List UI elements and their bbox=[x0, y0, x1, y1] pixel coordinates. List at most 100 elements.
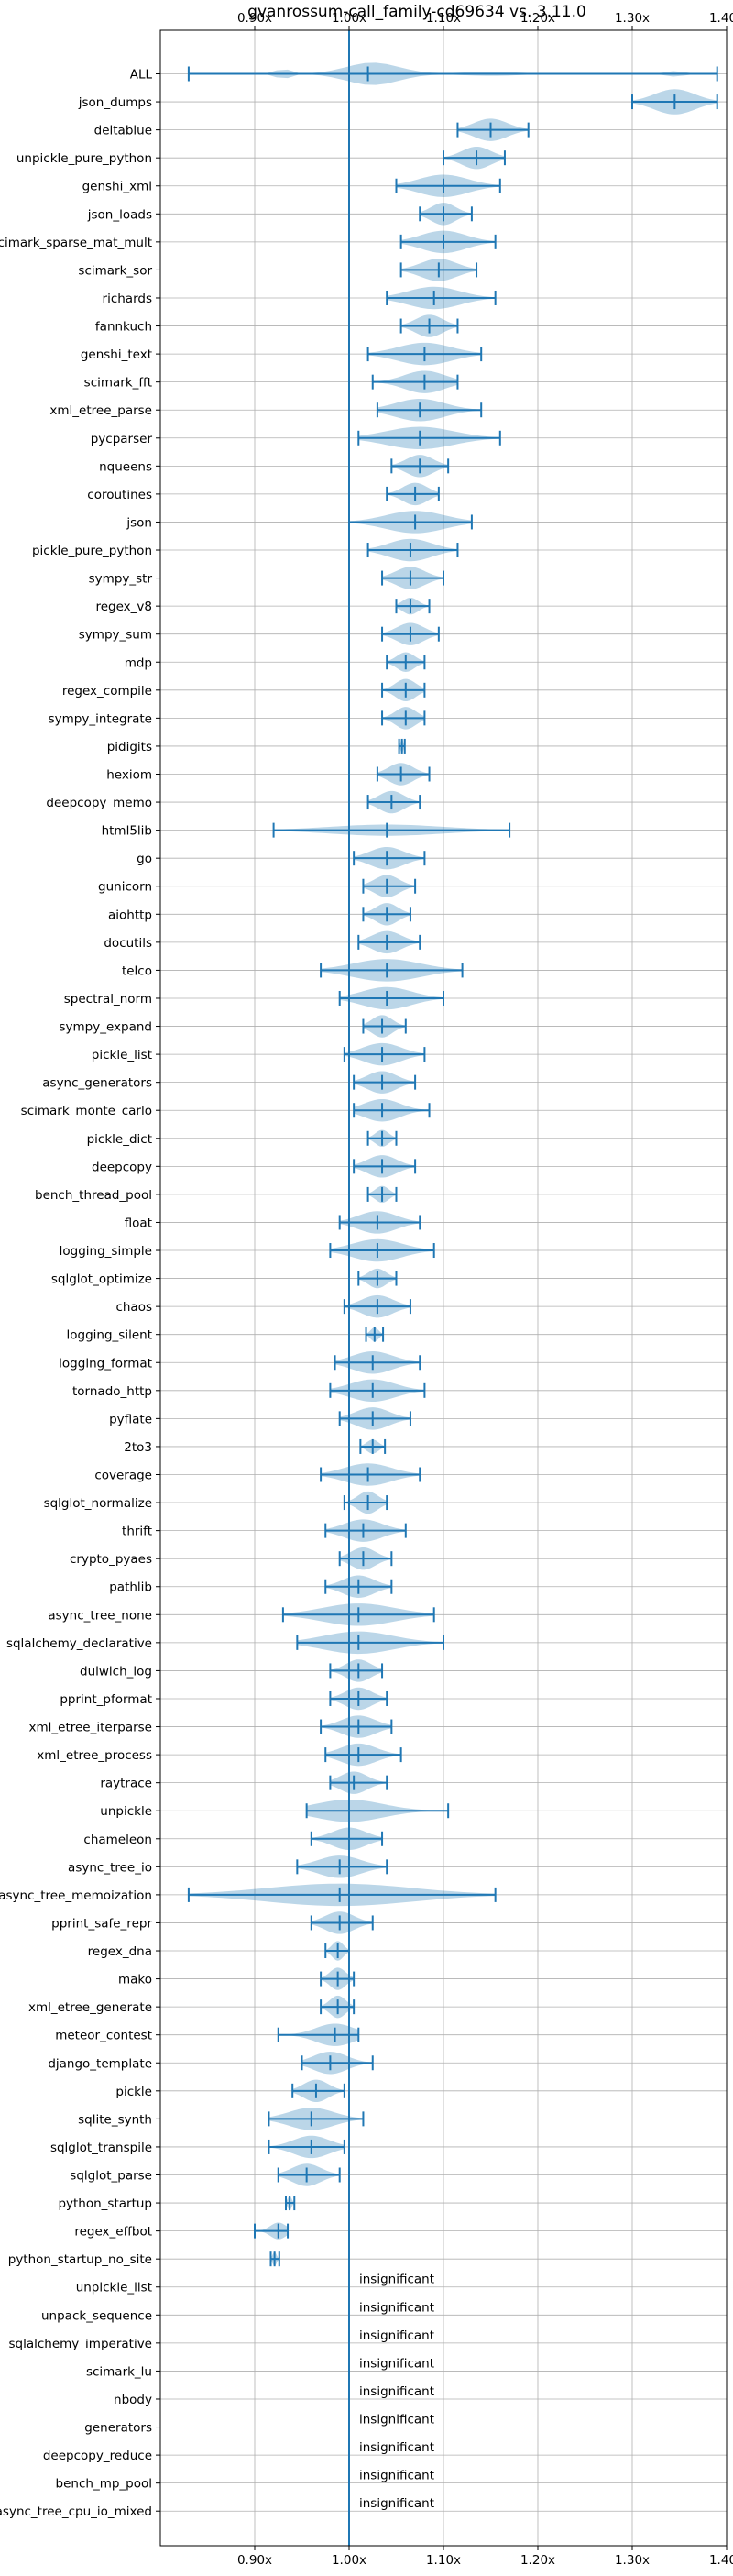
benchmark-label-unpickle-pure-python: unpickle_pure_python bbox=[16, 151, 152, 166]
benchmark-label-json: json bbox=[126, 515, 152, 530]
whisker-scimark-sor bbox=[399, 262, 478, 278]
whisker-regex-effbot bbox=[254, 2223, 290, 2239]
benchmark-label-gunicorn: gunicorn bbox=[98, 880, 152, 895]
benchmark-label-go: go bbox=[137, 852, 152, 866]
benchmark-label-sympy-expand: sympy_expand bbox=[59, 1020, 152, 1035]
chart-title: gvanrossum-call_family-cd69634 vs. 3.11.… bbox=[247, 3, 586, 21]
whisker-scimark-monte-carlo bbox=[353, 1103, 431, 1118]
benchmark-label-coverage: coverage bbox=[94, 1469, 152, 1483]
benchmark-label-mako: mako bbox=[118, 1973, 152, 1987]
benchmark-label-regex-compile: regex_compile bbox=[62, 684, 152, 699]
whisker-chameleon bbox=[310, 1831, 384, 1846]
benchmark-label-chameleon: chameleon bbox=[83, 1833, 152, 1847]
benchmark-label-all: ALL bbox=[130, 68, 153, 83]
whisker-unpickle bbox=[305, 1803, 450, 1819]
benchmark-label-unpickle: unpickle bbox=[100, 1804, 152, 1819]
whisker-json bbox=[348, 514, 473, 530]
benchmark-label-sqlglot-parse: sqlglot_parse bbox=[70, 2169, 152, 2184]
whisker-pprint-pformat bbox=[329, 1690, 388, 1706]
benchmark-label-sympy-integrate: sympy_integrate bbox=[49, 711, 152, 726]
benchmark-label-regex-v8: regex_v8 bbox=[95, 600, 152, 614]
benchmark-label-pickle-dict: pickle_dict bbox=[87, 1132, 152, 1147]
whisker-json-loads bbox=[419, 206, 473, 222]
whisker-pidigits bbox=[398, 738, 406, 754]
benchmark-label-2to3: 2to3 bbox=[124, 1440, 152, 1455]
x-tick-label-top: 1.20x bbox=[520, 11, 555, 26]
whisker-xml-etree-parse bbox=[376, 402, 483, 418]
insignificant-label-nbody: insignificant bbox=[359, 2384, 434, 2399]
whisker-genshi-text bbox=[366, 347, 483, 362]
benchmark-label-xml-etree-iterparse: xml_etree_iterparse bbox=[29, 1721, 153, 1735]
whisker-django-template bbox=[301, 2055, 374, 2071]
whisker-pyflate bbox=[338, 1411, 411, 1426]
whisker-bench-thread-pool bbox=[366, 1186, 398, 1202]
benchmark-label-generators: generators bbox=[84, 2421, 152, 2436]
benchmark-label-deepcopy-memo: deepcopy_memo bbox=[46, 796, 152, 810]
benchmark-label-async-generators: async_generators bbox=[42, 1076, 152, 1091]
benchmark-label-sympy-sum: sympy_sum bbox=[79, 628, 152, 643]
benchmark-label-logging-format: logging_format bbox=[59, 1356, 152, 1371]
insignificant-label-unpack-sequence: insignificant bbox=[359, 2300, 434, 2315]
benchmark-label-deepcopy-reduce: deepcopy_reduce bbox=[43, 2449, 152, 2463]
benchmark-label-crypto-pyaes: crypto_pyaes bbox=[70, 1552, 152, 1567]
benchmark-label-xml-etree-parse: xml_etree_parse bbox=[49, 403, 152, 418]
benchmark-label-sqlglot-transpile: sqlglot_transpile bbox=[50, 2141, 152, 2155]
benchmark-label-genshi-xml: genshi_xml bbox=[82, 180, 152, 194]
benchmark-label-python-startup: python_startup bbox=[58, 2196, 152, 2211]
benchmark-label-sqlalchemy-declarative: sqlalchemy_declarative bbox=[6, 1636, 152, 1651]
whisker-pickle-list bbox=[343, 1047, 426, 1062]
benchmark-label-pprint-safe-repr: pprint_safe_repr bbox=[51, 1916, 152, 1931]
whisker-mdp bbox=[386, 655, 426, 670]
whisker-mako bbox=[320, 1971, 356, 1987]
whisker-genshi-xml bbox=[395, 178, 501, 193]
whisker-telco bbox=[320, 963, 464, 978]
whisker-fannkuch bbox=[399, 318, 459, 334]
benchmark-label-richards: richards bbox=[103, 292, 152, 306]
benchmark-label-telco: telco bbox=[122, 963, 152, 978]
x-tick-label-top: 1.40x bbox=[709, 11, 733, 26]
whisker-docutils bbox=[357, 934, 421, 950]
whisker-async-generators bbox=[353, 1074, 417, 1090]
whisker-pprint-safe-repr bbox=[310, 1915, 374, 1931]
whisker-coroutines bbox=[386, 486, 440, 501]
whisker-logging-simple bbox=[329, 1243, 435, 1259]
x-tick-label-bottom: 1.10x bbox=[426, 2553, 461, 2568]
benchmark-label-html5lib: html5lib bbox=[102, 824, 152, 839]
benchmark-label-tornado-http: tornado_http bbox=[72, 1384, 152, 1399]
whisker-tornado-http bbox=[329, 1382, 426, 1398]
benchmark-label-json-dumps: json_dumps bbox=[78, 95, 152, 110]
benchmark-label-hexiom: hexiom bbox=[106, 768, 152, 783]
whisker-thrift bbox=[324, 1523, 407, 1538]
benchmark-label-bench-thread-pool: bench_thread_pool bbox=[35, 1188, 152, 1203]
whisker-sqlite-synth bbox=[268, 2111, 365, 2127]
benchmark-label-nbody: nbody bbox=[114, 2393, 152, 2407]
benchmark-label-spectral-norm: spectral_norm bbox=[64, 992, 152, 1007]
benchmark-label-django-template: django_template bbox=[48, 2056, 152, 2071]
whisker-logging-format bbox=[334, 1355, 421, 1371]
benchmark-label-meteor-contest: meteor_contest bbox=[55, 2029, 152, 2043]
benchmark-label-mdp: mdp bbox=[125, 655, 152, 670]
benchmark-label-thrift: thrift bbox=[122, 1525, 152, 1539]
benchmark-label-scimark-monte-carlo: scimark_monte_carlo bbox=[21, 1104, 152, 1118]
whisker-json-dumps bbox=[631, 94, 718, 110]
whisker-python-startup bbox=[284, 2196, 296, 2211]
whisker-dulwich-log bbox=[329, 1663, 384, 1679]
benchmark-label-deepcopy: deepcopy bbox=[92, 1160, 152, 1174]
benchmark-label-scimark-sor: scimark_sor bbox=[78, 263, 152, 278]
benchmark-label-xml-etree-process: xml_etree_process bbox=[37, 1748, 152, 1763]
whisker-deltablue bbox=[456, 122, 530, 138]
benchmark-label-fannkuch: fannkuch bbox=[95, 320, 152, 335]
whisker-all bbox=[187, 66, 718, 82]
benchmark-label-async-tree-memoization: async_tree_memoization bbox=[0, 1888, 152, 1903]
benchmark-label-sqlglot-optimize: sqlglot_optimize bbox=[51, 1272, 152, 1287]
benchmark-label-raytrace: raytrace bbox=[100, 1777, 152, 1791]
benchmark-label-pycparser: pycparser bbox=[91, 432, 153, 446]
x-tick-label-bottom: 1.40x bbox=[709, 2553, 733, 2568]
whisker-richards bbox=[386, 290, 497, 305]
violin-layer bbox=[188, 62, 717, 2266]
whisker-spectral-norm bbox=[338, 990, 444, 1006]
whisker-crypto-pyaes bbox=[338, 1551, 393, 1567]
benchmark-label-unpickle-list: unpickle_list bbox=[76, 2281, 152, 2295]
whisker-aiohttp bbox=[362, 907, 411, 922]
